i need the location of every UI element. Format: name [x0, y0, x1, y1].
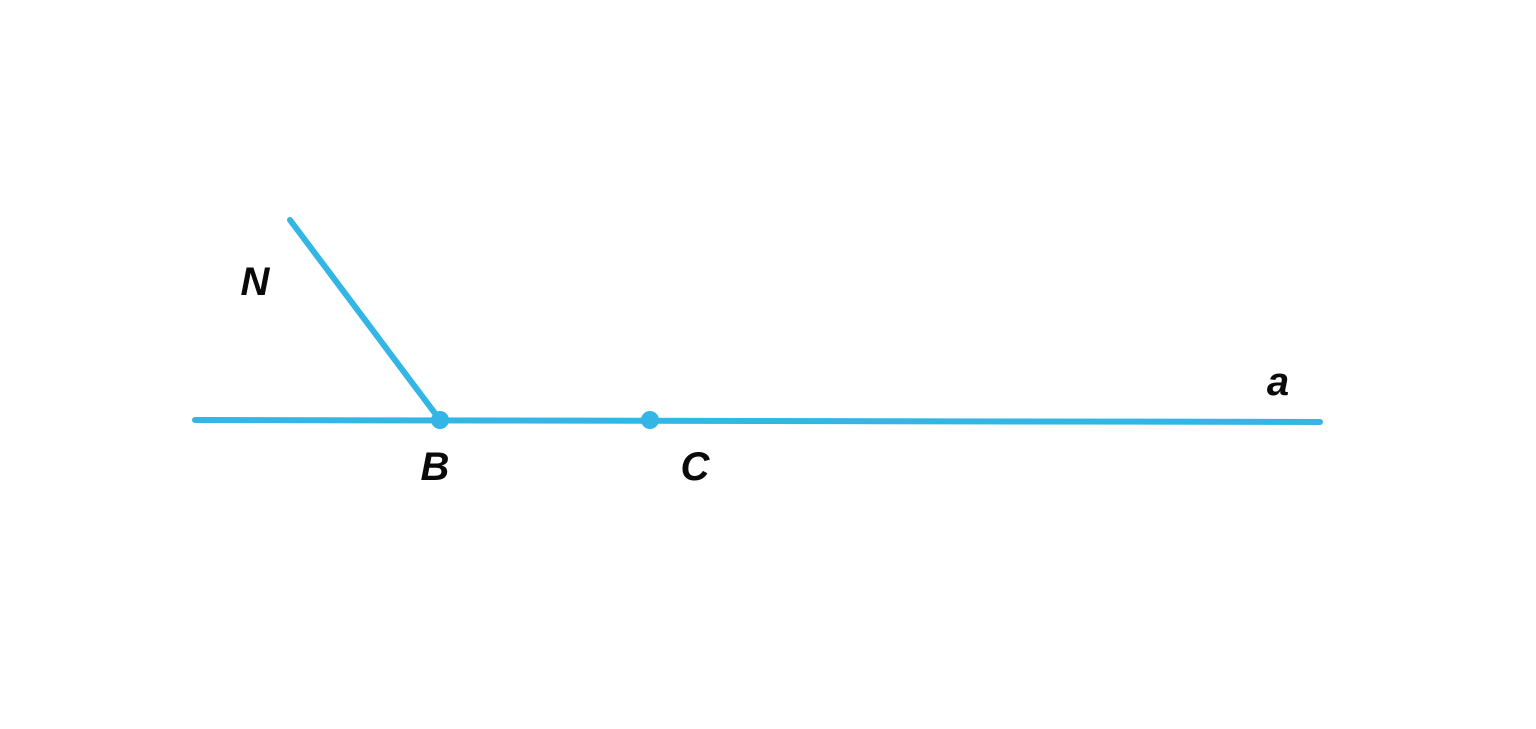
- line-a: [195, 420, 1320, 422]
- label-C: C: [681, 445, 711, 489]
- point-C: [641, 411, 659, 429]
- ray-BN: [290, 220, 440, 420]
- labels-layer: N B C a: [241, 260, 1290, 489]
- lines-layer: [195, 220, 1320, 422]
- label-a: a: [1267, 360, 1289, 404]
- label-N: N: [241, 260, 271, 304]
- label-B: B: [421, 445, 450, 489]
- point-B: [431, 411, 449, 429]
